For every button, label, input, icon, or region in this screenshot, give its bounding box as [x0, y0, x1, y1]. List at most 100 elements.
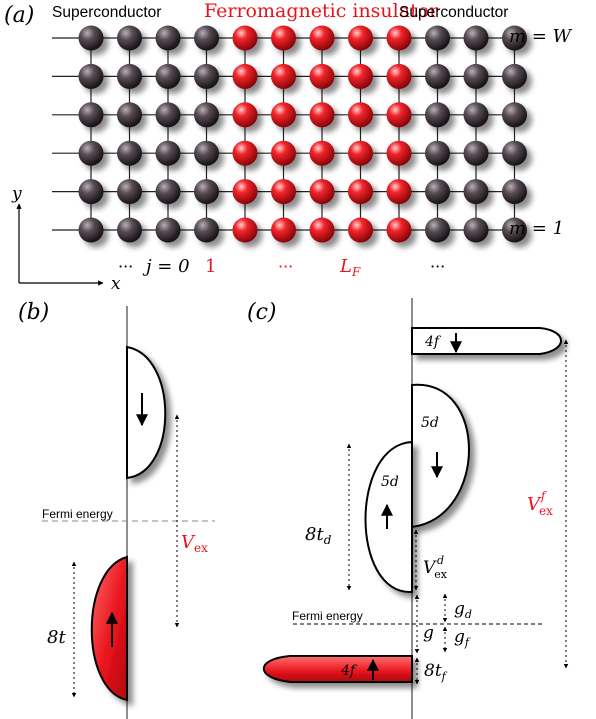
superconductor-atom [463, 102, 489, 128]
index-j-zero: j = 0 [142, 256, 190, 277]
superconductor-atom [194, 140, 219, 166]
superconductor-atom [78, 63, 104, 89]
superconductor-atom [78, 102, 104, 128]
ferromagnet-atom [309, 102, 335, 128]
superconductor-atom [502, 140, 527, 166]
ferromagnet-atom [232, 25, 258, 51]
gd-label: gd [454, 599, 472, 621]
ferromagnet-atom [348, 102, 373, 128]
header-ferromagnetic-insulator: Ferromagnetic insulator [204, 0, 439, 22]
superconductor-atom [194, 179, 219, 205]
superconductor-atom [155, 179, 181, 205]
panel-a: (a) Superconductor Ferromagnetic insulat… [4, 0, 573, 294]
d-up-label: 5d [381, 474, 399, 490]
index-dots-left: ··· [118, 257, 133, 276]
superconductor-atom [502, 102, 527, 128]
panel-c-label: (c) [247, 300, 277, 325]
d-up-band [364, 440, 413, 594]
f-down-label: 4f [424, 334, 442, 350]
fermi-label-b: Fermi energy [42, 507, 113, 521]
superconductor-atom [155, 63, 181, 89]
superconductor-atom [78, 217, 104, 243]
superconductor-atom [117, 179, 142, 205]
ferromagnet-atom [271, 217, 296, 243]
index-dots-right: ··· [430, 257, 445, 276]
header-superconductor-right: Superconductor [399, 4, 508, 21]
f-down-band [411, 327, 562, 355]
vexf-label: Vexf [527, 489, 553, 518]
superconductor-atom [502, 63, 527, 89]
superconductor-atom [78, 140, 104, 166]
header-superconductor-left: Superconductor [52, 4, 161, 21]
spin-down-band-b [126, 345, 167, 480]
fermi-label-c: Fermi energy [292, 609, 363, 623]
superconductor-atom [463, 179, 489, 205]
index-LF: LF [339, 256, 361, 279]
panel-b: (b) Fermi energy Vex 8t [18, 300, 215, 719]
f-up-band [262, 655, 413, 683]
superconductor-atom [78, 179, 104, 205]
ferromagnet-atom [232, 102, 258, 128]
ferromagnet-atom [232, 140, 258, 166]
superconductor-atom [194, 63, 219, 89]
ferromagnet-atom [348, 25, 373, 51]
axis-x-label: x [111, 274, 121, 294]
panel-c: (c) 4f 5d 5d 4f Fermi energy Vexf 8td Ve… [247, 298, 569, 719]
superconductor-atom [117, 63, 142, 89]
superconductor-atom [502, 25, 527, 51]
ferromagnet-atom [309, 217, 335, 243]
ferromagnet-atom [271, 102, 296, 128]
tf-label: 8tf [424, 661, 448, 683]
superconductor-atom [155, 25, 181, 51]
ferromagnet-atom [271, 63, 296, 89]
panel-b-label: (b) [18, 300, 49, 325]
ferromagnet-atom [309, 63, 335, 89]
ferromagnet-atom [271, 25, 296, 51]
g-label: g [423, 623, 434, 643]
superconductor-atom [502, 179, 527, 205]
superconductor-atom [463, 217, 489, 243]
superconductor-atom [425, 140, 450, 166]
superconductor-atom [155, 217, 181, 243]
d-down-band [411, 383, 470, 529]
ferromagnet-atom [271, 140, 296, 166]
superconductor-atom [117, 102, 142, 128]
panel-a-label: (a) [4, 3, 34, 28]
superconductor-atom [155, 140, 181, 166]
superconductor-atom [194, 217, 219, 243]
ferromagnet-atom [309, 25, 335, 51]
ferromagnet-atom [386, 63, 412, 89]
superconductor-atom [425, 179, 450, 205]
superconductor-atom [117, 25, 142, 51]
vex-label-b: Vex [181, 532, 208, 555]
superconductor-atom [425, 63, 450, 89]
superconductor-atom [194, 25, 219, 51]
lattice-lines [52, 30, 516, 238]
lattice-atoms [78, 25, 527, 243]
superconductor-atom [117, 217, 142, 243]
index-dots-mid: ··· [278, 257, 293, 276]
superconductor-atom [194, 102, 219, 128]
superconductor-atom [425, 217, 450, 243]
ferromagnet-atom [271, 179, 296, 205]
ferromagnet-atom [348, 63, 373, 89]
index-one: 1 [205, 256, 216, 277]
ferromagnet-atom [309, 179, 335, 205]
ferromagnet-atom [348, 140, 373, 166]
superconductor-atom [155, 102, 181, 128]
ferromagnet-atom [232, 63, 258, 89]
gf-label: gf [454, 627, 471, 649]
vexd-label: Vexd [423, 554, 448, 581]
superconductor-atom [425, 25, 450, 51]
row-label-bottom: m = 1 [509, 218, 564, 239]
ferromagnet-atom [386, 217, 412, 243]
ferromagnet-atom [232, 179, 258, 205]
ferromagnet-atom [386, 140, 412, 166]
axis-y-label: y [11, 184, 22, 204]
superconductor-atom [463, 25, 489, 51]
d-down-label: 5d [421, 415, 439, 431]
superconductor-atom [463, 140, 489, 166]
superconductor-atom [425, 102, 450, 128]
ferromagnet-atom [309, 140, 335, 166]
